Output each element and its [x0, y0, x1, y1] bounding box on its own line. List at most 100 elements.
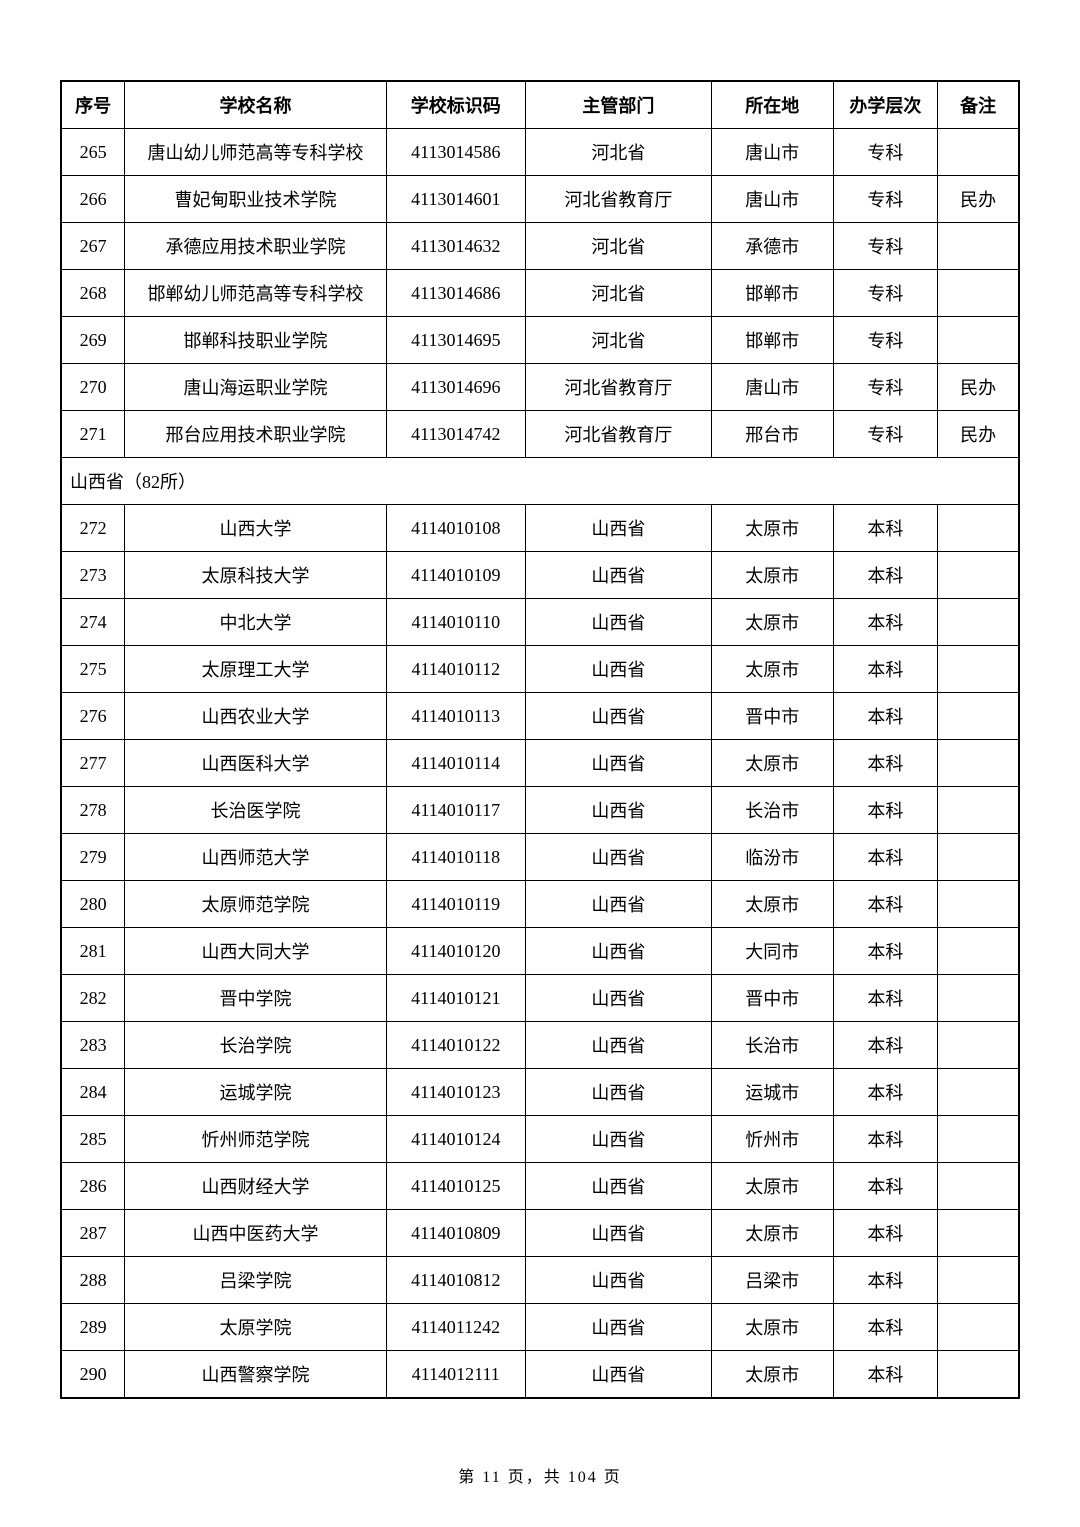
cell-location: 运城市 [711, 1069, 833, 1116]
cell-code: 4113014632 [386, 223, 525, 270]
cell-code: 4114010110 [386, 599, 525, 646]
cell-location: 唐山市 [711, 129, 833, 176]
cell-location: 邯郸市 [711, 270, 833, 317]
cell-location: 邢台市 [711, 411, 833, 458]
cell-location: 太原市 [711, 505, 833, 552]
cell-remark [938, 1210, 1019, 1257]
cell-code: 4114010125 [386, 1163, 525, 1210]
cell-seq: 290 [61, 1351, 125, 1399]
cell-dept: 山西省 [525, 552, 711, 599]
cell-remark [938, 1163, 1019, 1210]
cell-remark [938, 129, 1019, 176]
table-row: 277山西医科大学4114010114山西省太原市本科 [61, 740, 1019, 787]
cell-location: 太原市 [711, 1210, 833, 1257]
cell-code: 4114010114 [386, 740, 525, 787]
table-row: 280太原师范学院4114010119山西省太原市本科 [61, 881, 1019, 928]
cell-dept: 山西省 [525, 740, 711, 787]
cell-seq: 282 [61, 975, 125, 1022]
cell-level: 专科 [833, 364, 938, 411]
cell-level: 本科 [833, 740, 938, 787]
table-row: 288吕梁学院4114010812山西省吕梁市本科 [61, 1257, 1019, 1304]
cell-dept: 山西省 [525, 881, 711, 928]
cell-code: 4114011242 [386, 1304, 525, 1351]
cell-code: 4114010109 [386, 552, 525, 599]
cell-code: 4113014695 [386, 317, 525, 364]
cell-remark [938, 552, 1019, 599]
cell-remark: 民办 [938, 411, 1019, 458]
header-remark: 备注 [938, 81, 1019, 129]
cell-location: 太原市 [711, 646, 833, 693]
cell-code: 4113014601 [386, 176, 525, 223]
cell-level: 专科 [833, 223, 938, 270]
cell-dept: 河北省教育厅 [525, 176, 711, 223]
cell-dept: 山西省 [525, 1257, 711, 1304]
cell-name: 承德应用技术职业学院 [125, 223, 386, 270]
cell-dept: 山西省 [525, 1069, 711, 1116]
cell-code: 4114010108 [386, 505, 525, 552]
cell-code: 4114010812 [386, 1257, 525, 1304]
schools-table: 序号 学校名称 学校标识码 主管部门 所在地 办学层次 备注 265唐山幼儿师范… [60, 80, 1020, 1399]
table-row: 284运城学院4114010123山西省运城市本科 [61, 1069, 1019, 1116]
cell-seq: 286 [61, 1163, 125, 1210]
cell-seq: 284 [61, 1069, 125, 1116]
cell-dept: 山西省 [525, 646, 711, 693]
cell-remark [938, 975, 1019, 1022]
cell-code: 4113014586 [386, 129, 525, 176]
cell-level: 本科 [833, 1257, 938, 1304]
cell-name: 长治医学院 [125, 787, 386, 834]
cell-remark [938, 223, 1019, 270]
cell-remark: 民办 [938, 364, 1019, 411]
cell-level: 专科 [833, 129, 938, 176]
cell-level: 本科 [833, 975, 938, 1022]
cell-name: 忻州师范学院 [125, 1116, 386, 1163]
cell-location: 太原市 [711, 552, 833, 599]
cell-code: 4114010809 [386, 1210, 525, 1257]
cell-dept: 河北省 [525, 223, 711, 270]
table-header-row: 序号 学校名称 学校标识码 主管部门 所在地 办学层次 备注 [61, 81, 1019, 129]
cell-remark [938, 599, 1019, 646]
page-footer: 第 11 页，共 104 页 [0, 1463, 1080, 1487]
cell-dept: 河北省 [525, 317, 711, 364]
cell-location: 太原市 [711, 881, 833, 928]
cell-dept: 山西省 [525, 505, 711, 552]
cell-seq: 288 [61, 1257, 125, 1304]
cell-name: 山西中医药大学 [125, 1210, 386, 1257]
cell-dept: 山西省 [525, 599, 711, 646]
cell-remark [938, 1304, 1019, 1351]
cell-location: 吕梁市 [711, 1257, 833, 1304]
table-row: 285忻州师范学院4114010124山西省忻州市本科 [61, 1116, 1019, 1163]
cell-level: 本科 [833, 881, 938, 928]
cell-name: 长治学院 [125, 1022, 386, 1069]
cell-name: 晋中学院 [125, 975, 386, 1022]
cell-remark [938, 740, 1019, 787]
table-row: 270唐山海运职业学院4113014696河北省教育厅唐山市专科民办 [61, 364, 1019, 411]
cell-location: 太原市 [711, 1351, 833, 1399]
cell-level: 本科 [833, 1304, 938, 1351]
cell-location: 太原市 [711, 1163, 833, 1210]
cell-seq: 287 [61, 1210, 125, 1257]
header-code: 学校标识码 [386, 81, 525, 129]
cell-dept: 河北省 [525, 270, 711, 317]
cell-code: 4114010123 [386, 1069, 525, 1116]
table-row: 289太原学院4114011242山西省太原市本科 [61, 1304, 1019, 1351]
cell-location: 唐山市 [711, 176, 833, 223]
cell-remark [938, 834, 1019, 881]
cell-seq: 267 [61, 223, 125, 270]
cell-seq: 274 [61, 599, 125, 646]
cell-location: 邯郸市 [711, 317, 833, 364]
cell-location: 太原市 [711, 1304, 833, 1351]
table-row: 283长治学院4114010122山西省长治市本科 [61, 1022, 1019, 1069]
cell-location: 承德市 [711, 223, 833, 270]
cell-name: 邯郸科技职业学院 [125, 317, 386, 364]
cell-remark [938, 881, 1019, 928]
cell-location: 太原市 [711, 599, 833, 646]
cell-name: 邢台应用技术职业学院 [125, 411, 386, 458]
cell-location: 长治市 [711, 1022, 833, 1069]
cell-remark [938, 1257, 1019, 1304]
cell-seq: 279 [61, 834, 125, 881]
cell-remark [938, 505, 1019, 552]
table-row: 271邢台应用技术职业学院4113014742河北省教育厅邢台市专科民办 [61, 411, 1019, 458]
cell-level: 本科 [833, 646, 938, 693]
cell-level: 本科 [833, 834, 938, 881]
cell-name: 曹妃甸职业技术学院 [125, 176, 386, 223]
